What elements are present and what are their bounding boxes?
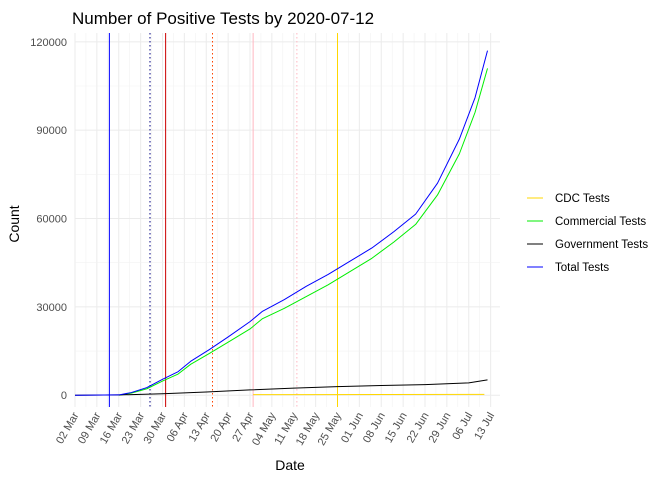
x-axis-title: Date bbox=[275, 457, 305, 473]
legend-label: CDC Tests bbox=[555, 193, 610, 205]
y-tick-label: 120000 bbox=[30, 37, 67, 49]
legend-label: Commercial Tests bbox=[555, 216, 646, 228]
legend-label: Government Tests bbox=[555, 239, 648, 251]
series-line bbox=[118, 68, 488, 396]
legend: CDC Tests Commercial Tests Government Test… bbox=[527, 193, 648, 274]
chart-title: Number of Positive Tests by 2020-07-12 bbox=[72, 9, 374, 28]
y-axis-title: Count bbox=[6, 205, 22, 242]
y-tick-label: 90000 bbox=[36, 125, 67, 137]
y-tick-label: 60000 bbox=[36, 214, 67, 226]
x-tick-label: 30 Mar bbox=[142, 410, 170, 446]
gridlines bbox=[74, 33, 500, 407]
x-tick-label: 13 Jul bbox=[472, 411, 497, 442]
series-lines bbox=[74, 50, 488, 396]
reference-lines bbox=[108, 33, 338, 407]
series-line bbox=[74, 50, 488, 396]
series-line bbox=[74, 379, 488, 396]
x-tick-label: 29 Jun bbox=[427, 411, 454, 446]
x-tick-label: 06 Jul bbox=[450, 411, 475, 442]
y-tick-label: 30000 bbox=[36, 302, 67, 314]
y-tick-label: 0 bbox=[61, 390, 67, 402]
legend-label: Total Tests bbox=[555, 262, 609, 274]
y-axis: 0 30000 60000 90000 120000 bbox=[30, 37, 67, 402]
